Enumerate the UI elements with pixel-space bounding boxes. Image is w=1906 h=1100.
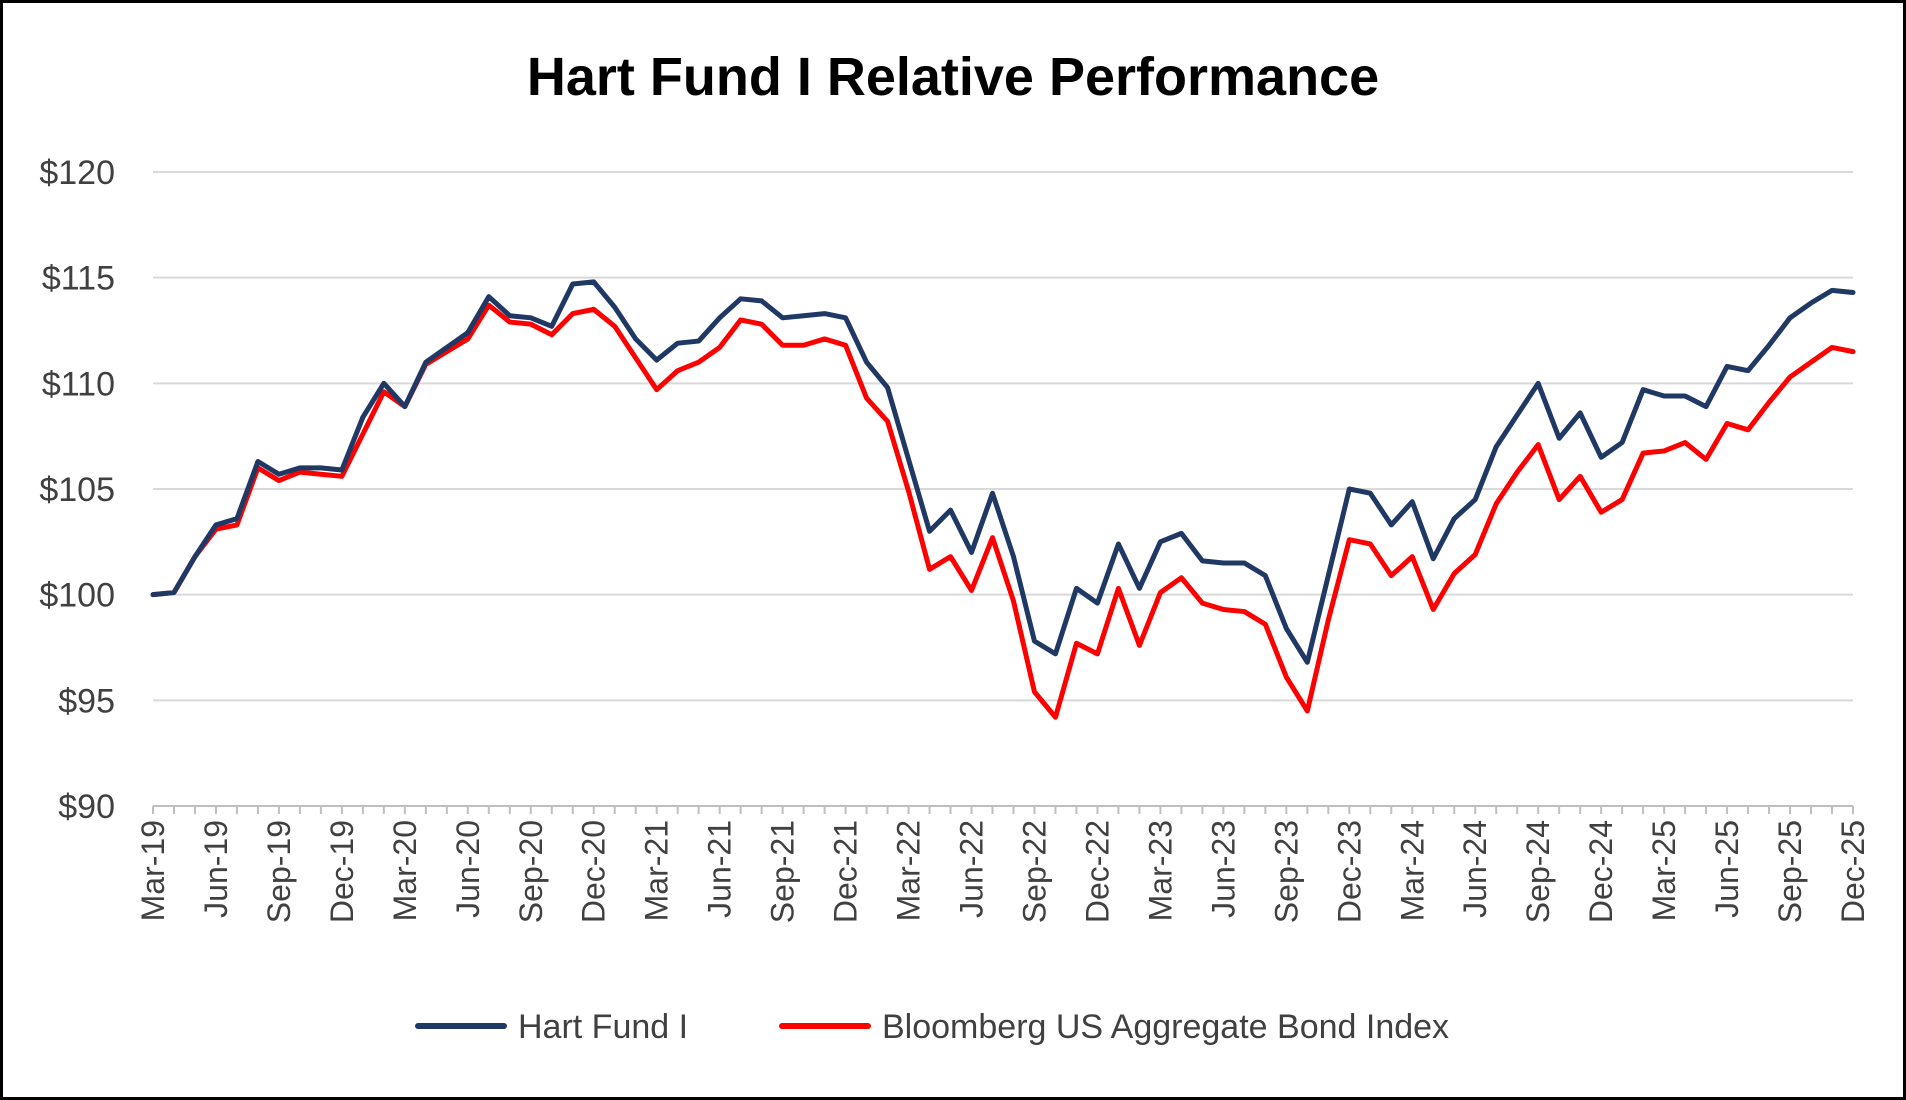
- x-tick-label: Sep-24: [1520, 820, 1556, 923]
- x-tick-label: Dec-19: [324, 820, 360, 923]
- x-tick-label: Dec-23: [1331, 820, 1367, 923]
- y-tick-label: $105: [39, 471, 115, 509]
- x-tick-label: Jun-24: [1457, 820, 1493, 918]
- x-tick-label: Sep-20: [513, 820, 549, 923]
- legend-label-0: Hart Fund I: [518, 1008, 688, 1046]
- x-tick-label: Dec-22: [1079, 820, 1115, 923]
- x-tick-label: Sep-21: [765, 820, 801, 923]
- x-tick-label: Jun-21: [702, 820, 738, 918]
- x-tick-label: Sep-22: [1016, 820, 1052, 923]
- x-tick-label: Dec-21: [828, 820, 864, 923]
- series-line-1: [150, 302, 1856, 720]
- x-axis-ticks: Mar-19 Jun-19 Sep-19 Dec-19 Mar-20 Jun-20 Sep-…: [135, 806, 1871, 923]
- x-tick-label: Mar-23: [1142, 820, 1178, 921]
- x-tick-label: Jun-20: [450, 820, 486, 918]
- x-tick-label: Jun-22: [954, 820, 990, 918]
- y-axis-ticks: $90 $95 $100 $105 $110 $115 $120: [39, 154, 115, 826]
- x-tick-label: Sep-19: [261, 820, 297, 923]
- series-lines: [150, 279, 1856, 720]
- x-tick-label: Mar-21: [639, 820, 675, 921]
- x-tick-label: Mar-19: [135, 820, 171, 921]
- legend: Hart Fund I Bloomberg US Aggregate Bond I…: [415, 1008, 1449, 1046]
- x-tick-label: Mar-24: [1394, 820, 1430, 921]
- x-tick-label: Dec-20: [576, 820, 612, 923]
- legend-label-1: Bloomberg US Aggregate Bond Index: [882, 1008, 1449, 1046]
- x-tick-label: Sep-25: [1772, 820, 1808, 923]
- y-tick-label: $100: [39, 577, 115, 615]
- x-tick-label: Jun-19: [198, 820, 234, 918]
- y-tick-label: $115: [42, 260, 115, 298]
- x-tick-label: Mar-22: [891, 820, 927, 921]
- y-tick-label: $90: [58, 788, 115, 826]
- x-tick-label: Dec-24: [1583, 820, 1619, 923]
- gridlines: [153, 171, 1853, 702]
- chart-title: Hart Fund I Relative Performance: [527, 47, 1379, 107]
- x-tick-label: Mar-20: [387, 820, 423, 921]
- y-tick-label: $110: [42, 365, 115, 403]
- x-tick-label: Dec-25: [1835, 820, 1871, 923]
- series-line-0: [150, 279, 1856, 665]
- x-tick-label: Sep-23: [1268, 820, 1304, 923]
- x-tick-label: Jun-23: [1205, 820, 1241, 918]
- y-tick-label: $95: [58, 682, 115, 720]
- x-tick-label: Mar-25: [1646, 820, 1682, 921]
- y-tick-label: $120: [39, 154, 115, 192]
- x-tick-label: Jun-25: [1709, 820, 1745, 918]
